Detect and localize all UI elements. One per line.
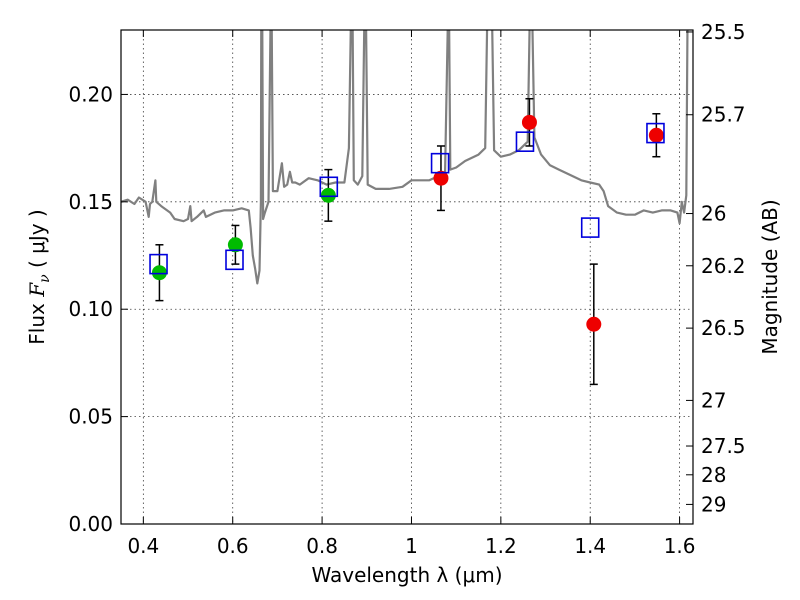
x-tick-label: 1.2 bbox=[485, 534, 517, 558]
magnitude-tick-label: 28 bbox=[701, 463, 726, 487]
grid-layer bbox=[121, 30, 693, 524]
model-photometry-square bbox=[515, 131, 535, 152]
magnitude-tick-label: 26 bbox=[701, 202, 726, 226]
template-spectrum-line bbox=[121, 30, 689, 285]
y-tick-label: 0.10 bbox=[68, 297, 113, 321]
magnitude-tick-label: 25.5 bbox=[701, 20, 746, 44]
red-data-point bbox=[586, 316, 602, 332]
magnitude-tick-label: 29 bbox=[701, 492, 726, 516]
model-photometry-square bbox=[149, 253, 168, 275]
x-tick-label: 1.4 bbox=[574, 534, 606, 558]
magnitude-tick-label: 25.7 bbox=[701, 103, 746, 127]
model-photometry-square bbox=[646, 122, 665, 144]
x-tick-label: 0.6 bbox=[217, 534, 249, 558]
red-data-point bbox=[521, 114, 537, 130]
magnitude-tick-label: 26.5 bbox=[701, 316, 746, 340]
model-photometry-square bbox=[430, 152, 450, 174]
magnitude-axis-label: Magnitude (AB) bbox=[758, 199, 782, 354]
red-data-point bbox=[648, 127, 664, 143]
model-photometry-square bbox=[319, 176, 339, 198]
x-tick-label: 0.4 bbox=[127, 534, 159, 558]
y-tick-label: 0.05 bbox=[68, 405, 113, 429]
ticks-layer: 0.4 0.6 0.8 1 1.2 1.4 1.6 0.00 0.05 0.10 0.15 0.20 2… bbox=[68, 20, 745, 558]
magnitude-tick-label: 26.2 bbox=[701, 254, 746, 278]
green-data-point bbox=[320, 187, 336, 203]
magnitude-tick-label: 27 bbox=[701, 388, 726, 412]
y-tick-label: 0.20 bbox=[68, 82, 113, 106]
x-axis-label: Wavelength λ (μm) bbox=[311, 563, 502, 587]
red-data-point bbox=[433, 170, 449, 186]
green-data-point bbox=[151, 265, 167, 281]
model-photometry-square bbox=[580, 217, 600, 238]
x-tick-label: 1 bbox=[405, 534, 418, 558]
model-photometry-square bbox=[225, 249, 244, 271]
green-data-point bbox=[227, 237, 243, 253]
data-markers-layer bbox=[149, 97, 665, 386]
y-tick-label: 0.00 bbox=[68, 512, 113, 536]
plot-frame bbox=[120, 29, 694, 525]
template-spectrum-layer bbox=[121, 30, 689, 285]
y-axis-label: Flux Fν ( μJy ) bbox=[25, 209, 53, 344]
y-tick-label: 0.15 bbox=[68, 190, 113, 214]
x-tick-label: 0.8 bbox=[306, 534, 338, 558]
magnitude-tick-label: 27.5 bbox=[701, 434, 746, 458]
x-tick-label: 1.6 bbox=[664, 534, 696, 558]
